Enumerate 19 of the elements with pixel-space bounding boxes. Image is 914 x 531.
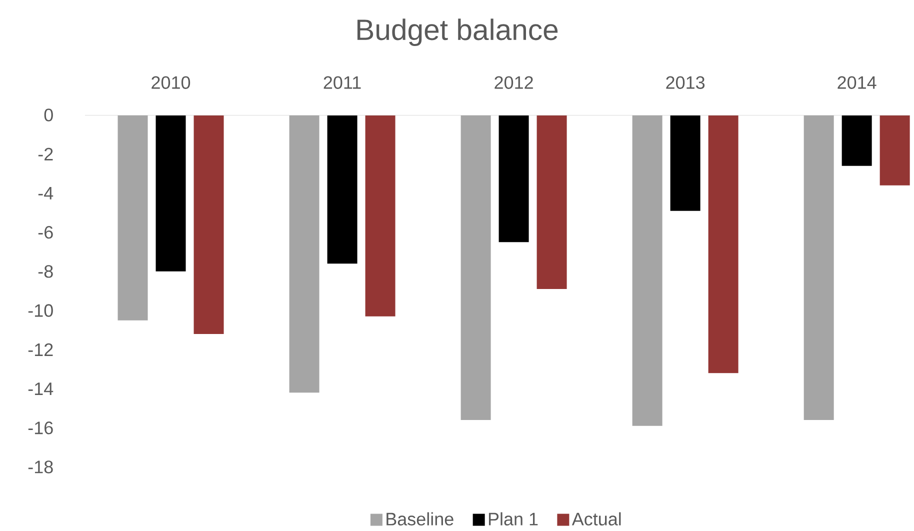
x-tick-label: 2013 bbox=[666, 76, 705, 89]
legend-label: Actual bbox=[572, 512, 621, 526]
y-tick-label: -6 bbox=[38, 226, 53, 239]
x-tick-label: 2014 bbox=[838, 76, 876, 89]
y-tick-label: 0 bbox=[44, 108, 53, 122]
y-tick-label: -16 bbox=[28, 422, 53, 434]
legend-label: Plan 1 bbox=[488, 512, 538, 526]
legend-label: Baseline bbox=[386, 512, 454, 526]
x-tick-label: 2012 bbox=[494, 76, 533, 89]
y-tick-label: -2 bbox=[38, 148, 53, 160]
y-tick-label: -10 bbox=[28, 304, 53, 317]
y-tick-label: -14 bbox=[28, 382, 54, 395]
y-tick-label: -12 bbox=[28, 343, 53, 356]
y-tick-label: -8 bbox=[38, 265, 53, 278]
y-tick-label: -18 bbox=[28, 460, 53, 474]
x-tick-label: 2011 bbox=[324, 76, 361, 89]
chart-title: Budget balance bbox=[357, 18, 558, 46]
y-tick-label: -4 bbox=[38, 187, 54, 200]
x-tick-label: 2010 bbox=[152, 76, 190, 89]
